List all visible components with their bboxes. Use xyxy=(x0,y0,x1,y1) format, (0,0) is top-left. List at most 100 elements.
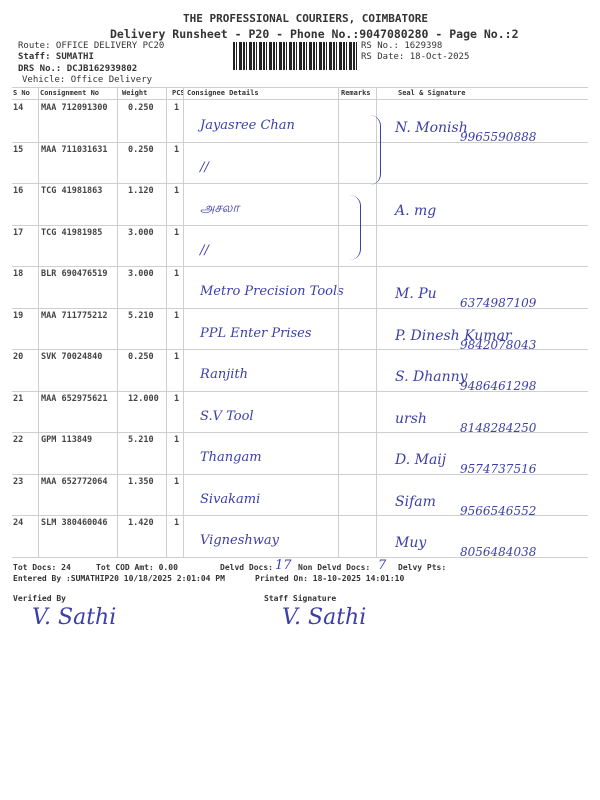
s-no: 19 xyxy=(13,310,24,321)
seal-signature: P. Dinesh Kumar xyxy=(395,327,512,344)
consignee-handwriting: Metro Precision Tools xyxy=(200,284,344,299)
s-no: 22 xyxy=(13,435,24,445)
pcs: 1 xyxy=(174,186,180,196)
route: Route: OFFICE DELIVERY PC20 xyxy=(18,41,165,51)
s-no: 17 xyxy=(13,227,24,238)
pcs: 1 xyxy=(174,103,180,113)
non-delvd-value: 7 xyxy=(378,558,387,573)
receiver-phone: 8148284250 xyxy=(460,420,537,435)
s-no: 16 xyxy=(13,186,24,196)
column-header: Consignment No xyxy=(40,89,100,97)
consignee-handwriting: Thangam xyxy=(200,450,262,465)
consignee-handwriting: Vigneshway xyxy=(200,533,279,548)
delvd-docs-value: 17 xyxy=(275,558,292,573)
consignment-no: MAA 711031631 xyxy=(41,144,108,155)
consignment-no: MAA 652975621 xyxy=(41,393,108,404)
receiver-phone: 9566546552 xyxy=(460,503,537,518)
weight: 0.250 xyxy=(128,144,154,155)
rs-no: RS No.: 1629398 xyxy=(361,41,443,51)
weight: 1.350 xyxy=(128,476,154,487)
staff: Staff: SUMATHI xyxy=(18,52,94,62)
consignment-no: SVK 70024840 xyxy=(41,352,103,362)
receiver-phone: 9842078043 xyxy=(460,337,537,352)
runsheet-subtitle: Delivery Runsheet - P20 - Phone No.:9047… xyxy=(110,27,519,41)
seal-signature: N. Monish xyxy=(395,120,468,136)
consignee-handwriting: அசலா xyxy=(200,201,240,216)
seal-signature: M. Pu xyxy=(395,286,437,302)
s-no: 20 xyxy=(13,352,24,362)
consignment-no: GPM 113849 xyxy=(41,435,93,445)
entered-by: Entered By :SUMATHIP20 10/18/2025 2:01:0… xyxy=(13,574,225,583)
delvy-pts: Delvy Pts: xyxy=(398,563,447,572)
verified-by-label: Verified By xyxy=(13,594,66,603)
column-header: PCS xyxy=(172,89,185,97)
consignment-no: TCG 41981863 xyxy=(41,186,103,196)
consignment-no: BLR 690476519 xyxy=(41,269,108,279)
pcs: 1 xyxy=(174,393,180,404)
consignment-no: MAA 712091300 xyxy=(41,103,108,113)
s-no: 24 xyxy=(13,518,24,528)
weight: 3.000 xyxy=(128,227,154,238)
weight: 3.000 xyxy=(128,269,154,279)
consignee-handwriting: Jayasree Chan xyxy=(200,118,295,133)
column-header: Weight xyxy=(122,89,148,97)
weight: 12.000 xyxy=(128,393,159,404)
weight: 1.420 xyxy=(128,518,154,528)
consignee-handwriting: PPL Enter Prises xyxy=(200,325,312,341)
tot-cod: Tot COD Amt: 0.00 xyxy=(96,563,178,572)
pcs: 1 xyxy=(174,352,180,362)
pcs: 1 xyxy=(174,476,180,487)
drs-no: DRS No.: DCJB162939802 xyxy=(18,64,138,74)
column-header: Consignee Details xyxy=(187,89,259,97)
receiver-phone: 9574737516 xyxy=(460,462,537,476)
vehicle: Vehicle: Office Delivery xyxy=(22,75,153,85)
delvd-docs-label: Delvd Docs: xyxy=(220,563,273,572)
company-title: THE PROFESSIONAL COURIERS, COIMBATORE xyxy=(183,12,429,25)
brace-mark xyxy=(350,195,361,260)
column-header: Remarks xyxy=(341,89,371,97)
consignee-handwriting: // xyxy=(200,242,209,258)
column-header: S No xyxy=(13,89,30,97)
consignment-no: MAA 711775212 xyxy=(41,310,108,321)
brace-mark xyxy=(370,115,381,185)
pcs: 1 xyxy=(174,227,180,238)
weight: 0.250 xyxy=(128,103,154,113)
s-no: 23 xyxy=(13,476,24,487)
seal-signature: S. Dhanny xyxy=(395,369,468,385)
printed-on: Printed On: 18-10-2025 14:01:10 xyxy=(255,574,405,583)
weight: 0.250 xyxy=(128,352,154,362)
rs-date: RS Date: 18-Oct-2025 xyxy=(361,52,470,62)
seal-signature: Muy xyxy=(395,535,427,551)
pcs: 1 xyxy=(174,269,180,279)
s-no: 18 xyxy=(13,269,24,279)
weight: 1.120 xyxy=(128,186,154,196)
seal-signature: D. Maij xyxy=(395,452,447,468)
receiver-phone: 8056484038 xyxy=(460,545,537,559)
consignment-no: TCG 41981985 xyxy=(41,227,103,238)
tot-docs: Tot Docs: 24 xyxy=(13,563,71,572)
non-delvd-label: Non Delvd Docs: xyxy=(298,563,371,572)
receiver-phone: 6374987109 xyxy=(460,296,537,310)
barcode xyxy=(233,42,357,70)
seal-signature: ursh xyxy=(395,410,427,427)
column-header: Seal & Signature xyxy=(398,89,466,97)
receiver-phone: 9965590888 xyxy=(460,130,537,144)
consignment-no: MAA 652772064 xyxy=(41,476,108,487)
s-no: 21 xyxy=(13,393,24,404)
consignee-handwriting: // xyxy=(200,159,209,175)
pcs: 1 xyxy=(174,144,180,155)
receiver-phone: 9486461298 xyxy=(460,379,537,393)
verified-signature: V. Sathi xyxy=(32,605,117,630)
pcs: 1 xyxy=(174,518,180,528)
weight: 5.210 xyxy=(128,310,154,321)
seal-signature: Sifam xyxy=(395,493,436,510)
seal-signature: A. mg xyxy=(395,203,437,219)
consignee-handwriting: S.V Tool xyxy=(200,408,254,424)
consignee-handwriting: Ranjith xyxy=(200,367,248,382)
consignee-handwriting: Sivakami xyxy=(200,491,261,507)
pcs: 1 xyxy=(174,435,180,445)
weight: 5.210 xyxy=(128,435,154,445)
s-no: 14 xyxy=(13,103,24,113)
s-no: 15 xyxy=(13,144,24,155)
